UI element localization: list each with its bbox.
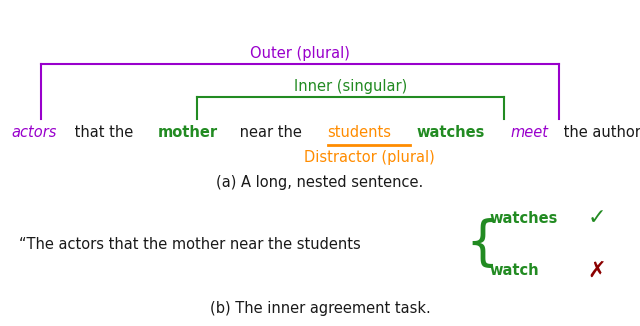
Text: mother: mother: [158, 125, 218, 140]
Text: near the: near the: [236, 125, 307, 140]
Text: meet: meet: [511, 125, 548, 140]
Text: (b) The inner agreement task.: (b) The inner agreement task.: [210, 301, 430, 316]
Text: {: {: [465, 218, 499, 271]
Text: the author.”: the author.”: [559, 125, 640, 140]
Text: actors: actors: [12, 125, 57, 140]
Text: watches: watches: [416, 125, 484, 140]
Text: students: students: [328, 125, 392, 140]
Text: Outer (plural): Outer (plural): [250, 46, 350, 61]
Text: ✓: ✓: [588, 209, 606, 229]
Text: Inner (singular): Inner (singular): [294, 79, 407, 94]
Text: “The actors that the mother near the students: “The actors that the mother near the stu…: [19, 237, 361, 252]
Text: ✗: ✗: [588, 260, 606, 280]
Text: Distractor (plural): Distractor (plural): [303, 150, 435, 165]
Text: watches: watches: [489, 211, 557, 226]
Text: watch: watch: [489, 263, 539, 278]
Text: that the: that the: [70, 125, 138, 140]
Text: (a) A long, nested sentence.: (a) A long, nested sentence.: [216, 175, 424, 190]
